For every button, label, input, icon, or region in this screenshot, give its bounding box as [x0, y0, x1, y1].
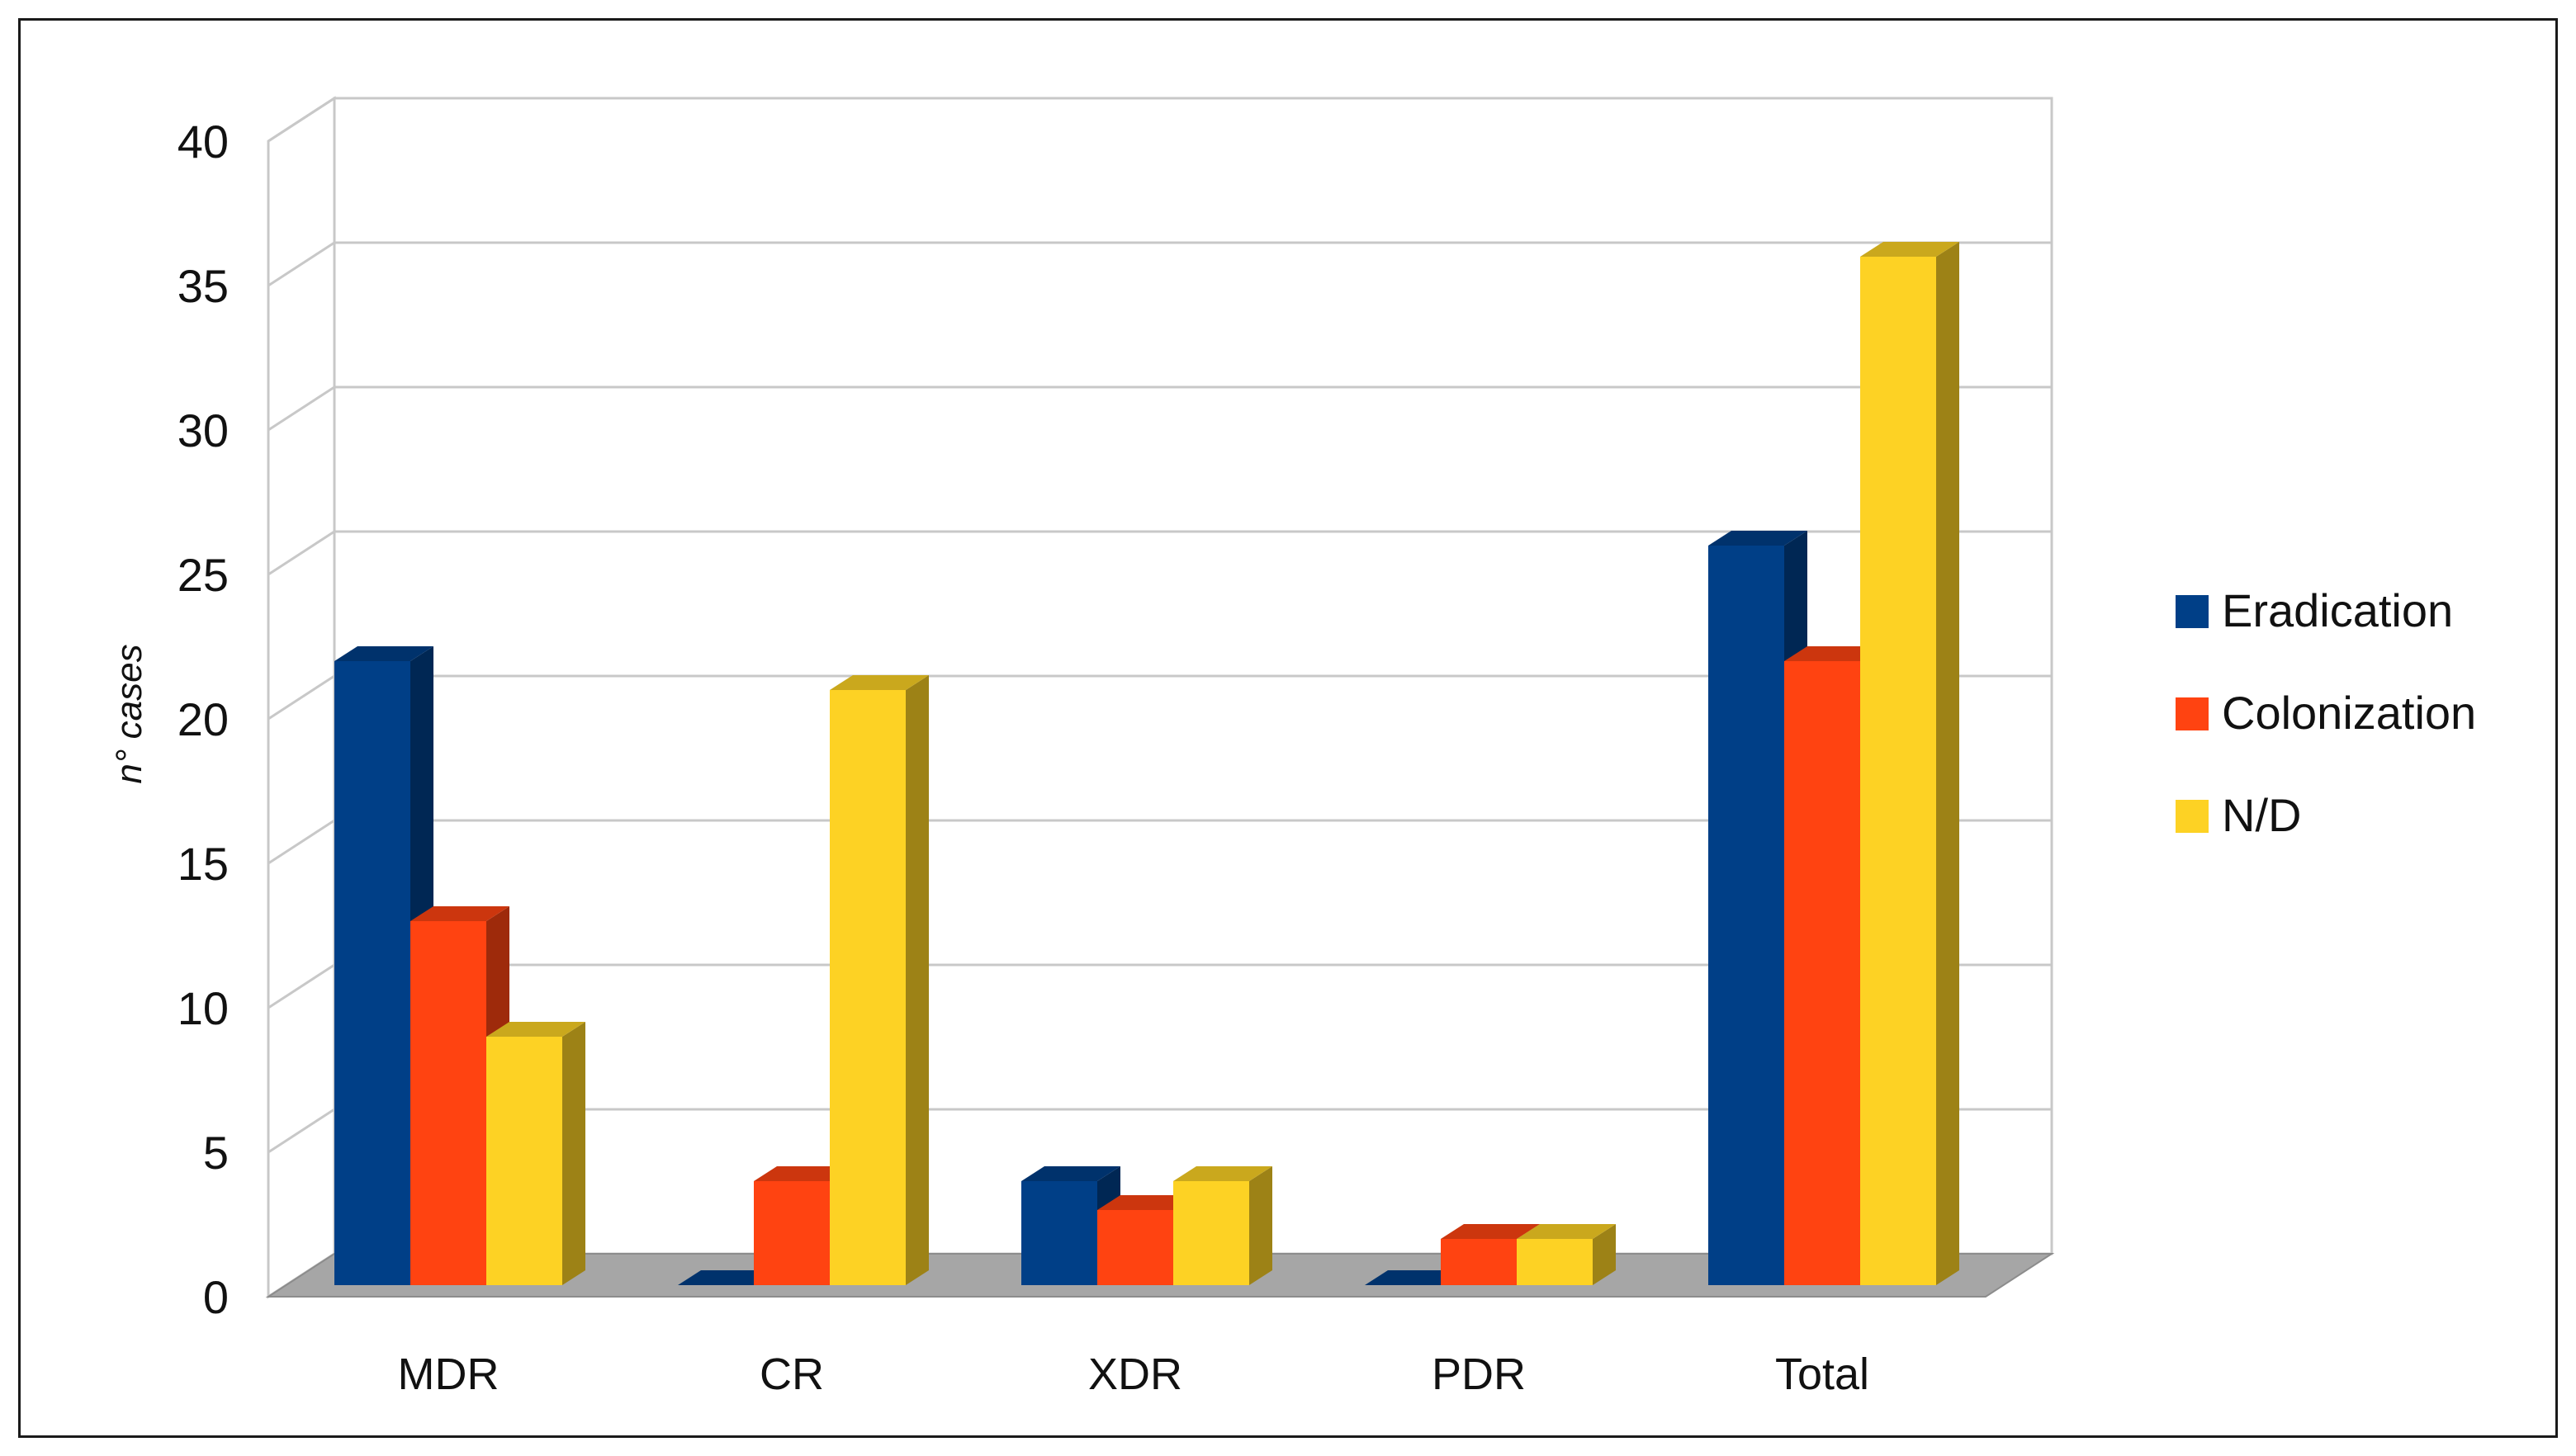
x-tick-label: CR — [760, 1350, 824, 1399]
bar-front — [754, 1181, 830, 1285]
bar-front — [1173, 1181, 1249, 1285]
bar-top — [1021, 1166, 1120, 1181]
bar-side — [1249, 1166, 1272, 1285]
legend-label: Colonization — [2222, 687, 2476, 739]
bar-top — [1708, 531, 1807, 546]
gridline — [268, 97, 2052, 143]
bar-top — [334, 646, 433, 661]
bar-front — [486, 1037, 562, 1285]
legend-label: N/D — [2222, 789, 2301, 841]
gridline — [268, 530, 2052, 576]
bar-side — [562, 1022, 585, 1285]
bar-front — [410, 921, 486, 1285]
legend-entry: N/D — [2176, 789, 2301, 841]
bar-CR-Eradication — [678, 1270, 777, 1285]
bar-top — [1097, 1195, 1196, 1210]
bar-top — [678, 1270, 777, 1285]
bar-front — [1708, 546, 1784, 1285]
bar-top — [830, 675, 929, 690]
x-tick-label: XDR — [1088, 1350, 1182, 1399]
y-tick-label: 15 — [178, 838, 229, 890]
bar-CR-N/D — [830, 675, 929, 1285]
bars — [334, 242, 1959, 1285]
bar-PDR-Eradication — [1365, 1270, 1464, 1285]
bar-top — [1173, 1166, 1272, 1181]
x-axis-ticks: MDR CR XDR PDR Total — [398, 1350, 1870, 1399]
gridline — [268, 241, 2052, 287]
legend-label: Eradication — [2222, 584, 2453, 636]
y-tick-label: 20 — [178, 693, 229, 745]
chart-canvas: 0 5 10 15 20 25 30 35 40 MDR CR XDR PDR Total n° cas… — [109, 96, 2476, 1399]
bar-front — [1517, 1239, 1593, 1285]
bar-top — [1784, 646, 1883, 661]
y-tick-label: 5 — [203, 1127, 229, 1179]
bar-top — [1365, 1270, 1464, 1285]
y-tick-label: 10 — [178, 982, 229, 1034]
legend: Eradication Colonization N/D — [2176, 584, 2476, 841]
bar-front — [1097, 1210, 1173, 1285]
bar-side — [1593, 1224, 1616, 1285]
bar-side — [1936, 242, 1959, 1285]
legend-swatch — [2176, 800, 2209, 833]
y-tick-label: 30 — [178, 404, 229, 456]
bar-top — [486, 1022, 585, 1037]
bar-top — [1517, 1224, 1616, 1239]
y-tick-label: 25 — [178, 549, 229, 601]
legend-entry: Eradication — [2176, 584, 2453, 636]
x-tick-label: PDR — [1432, 1350, 1526, 1399]
x-tick-label: Total — [1775, 1350, 1869, 1399]
bar-front — [1860, 257, 1936, 1285]
bar-top — [1441, 1224, 1540, 1239]
bar-front — [830, 690, 906, 1285]
gridline — [268, 385, 2052, 432]
legend-entry: Colonization — [2176, 687, 2476, 739]
bar-PDR-N/D — [1517, 1224, 1616, 1285]
bar-front — [1441, 1239, 1517, 1285]
bar-Total-N/D — [1860, 242, 1959, 1285]
bar-MDR-N/D — [486, 1022, 585, 1285]
y-tick-label: 40 — [178, 116, 229, 168]
y-axis-title: n° cases — [109, 644, 149, 783]
chart-frame: 0 5 10 15 20 25 30 35 40 MDR CR XDR PDR Total n° cas… — [18, 18, 2558, 1438]
legend-swatch — [2176, 697, 2209, 730]
bar-top — [410, 906, 509, 921]
bar-front — [1784, 661, 1860, 1285]
y-axis-ticks: 0 5 10 15 20 25 30 35 40 — [178, 116, 229, 1323]
x-tick-label: MDR — [398, 1350, 500, 1399]
y-tick-label: 35 — [178, 260, 229, 312]
bar-top — [1860, 242, 1959, 257]
bar-front — [334, 661, 410, 1285]
bar-side — [906, 675, 929, 1285]
bar-XDR-N/D — [1173, 1166, 1272, 1285]
bar-front — [1021, 1181, 1097, 1285]
bar-top — [754, 1166, 853, 1181]
legend-swatch — [2176, 595, 2209, 628]
y-tick-label: 0 — [203, 1271, 229, 1323]
